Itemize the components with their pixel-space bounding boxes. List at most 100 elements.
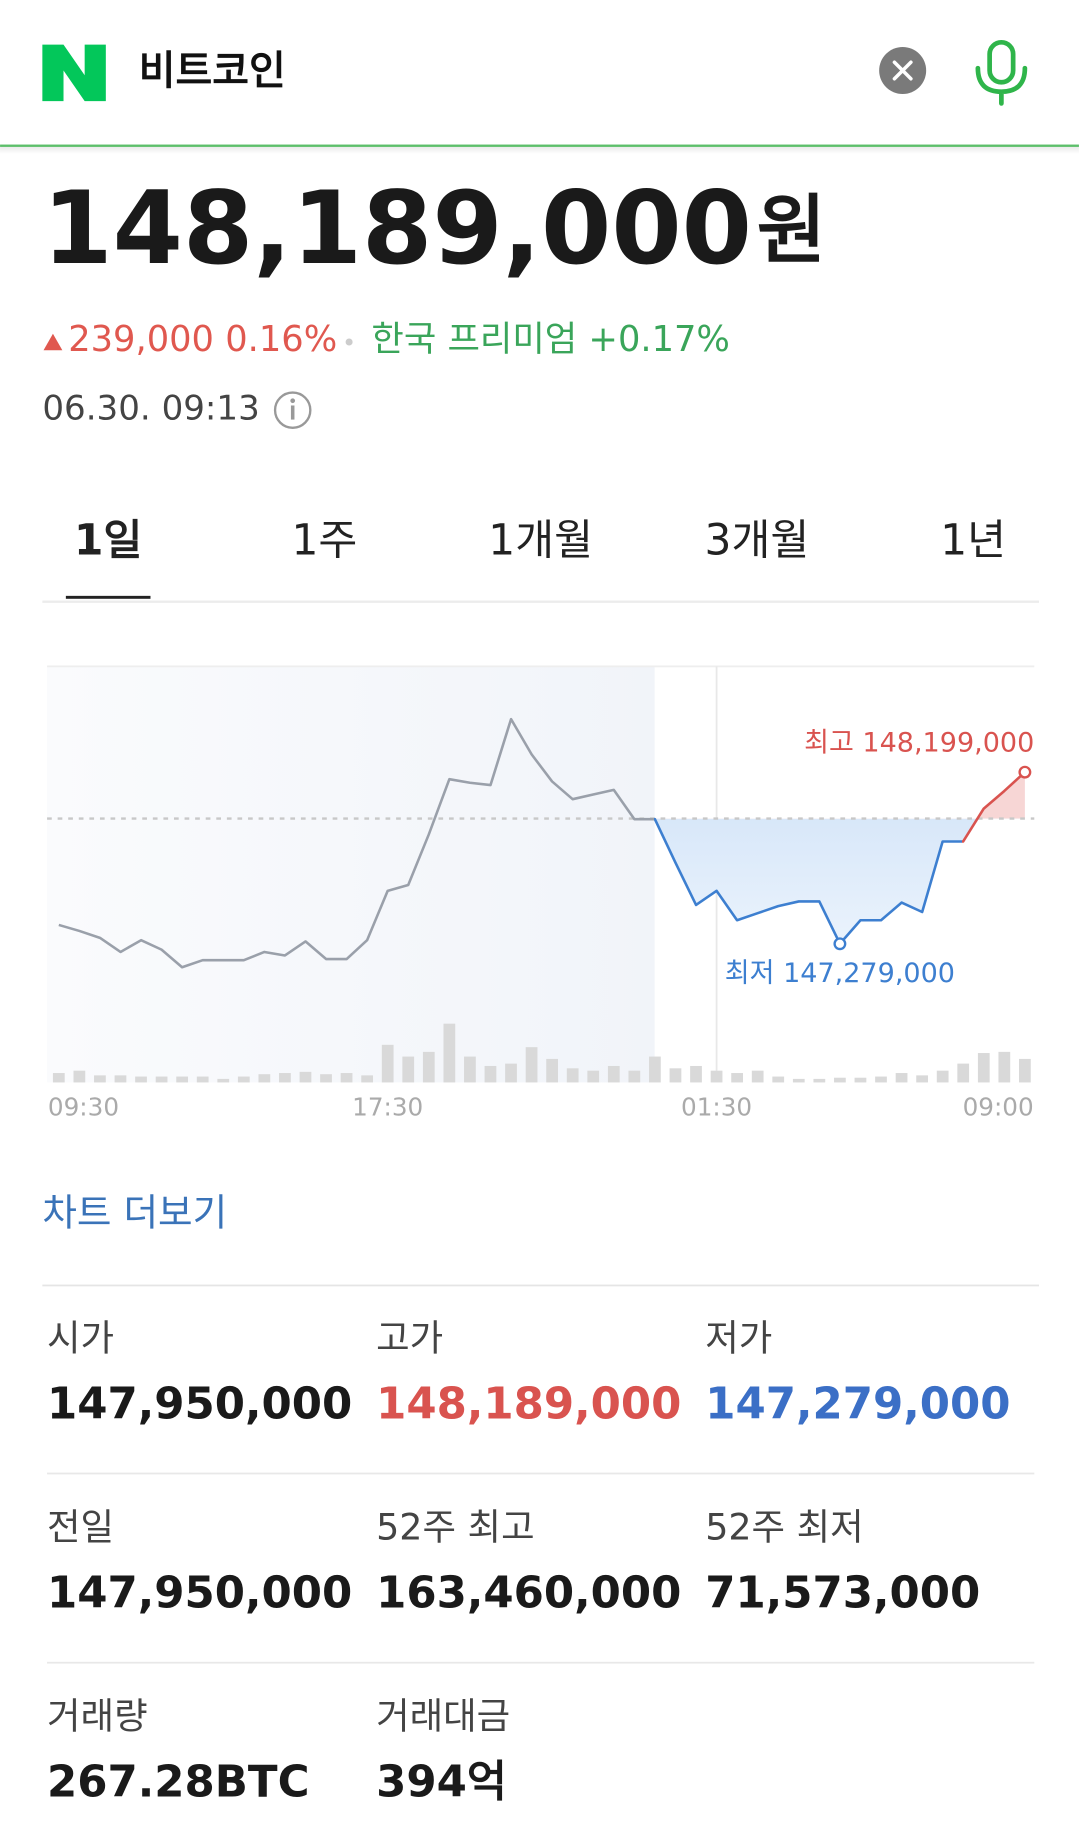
stats-row-divider: [47, 1661, 1035, 1664]
volume-bar: [854, 1077, 867, 1083]
low-marker: [833, 937, 847, 951]
stat-value: 147,279,000: [705, 1379, 1010, 1429]
tabs-divider: [42, 600, 1039, 603]
stats-divider: [42, 1284, 1039, 1287]
x-tick-label: 17:30: [352, 1092, 423, 1121]
volume-bar: [813, 1078, 826, 1083]
chart-more-link[interactable]: 차트 더보기: [42, 1191, 227, 1235]
stat-label: 거래대금: [376, 1695, 510, 1738]
volume-bar: [114, 1075, 127, 1083]
volume-bar: [340, 1073, 353, 1083]
price-line: [58, 717, 1026, 969]
high-marker: [1018, 765, 1032, 779]
stat-label: 고가: [376, 1316, 443, 1359]
volume-bar: [237, 1076, 250, 1083]
stats-grid: 시가 147,950,000 고가 148,189,000 저가 147,279,000 전…: [47, 1316, 1035, 1808]
stat-value: 147,950,000: [47, 1379, 352, 1429]
stat-label: 전일: [47, 1506, 114, 1549]
volume-bar: [443, 1023, 456, 1083]
volume-bar: [731, 1073, 743, 1083]
volume-bar: [977, 1053, 990, 1083]
period-tab[interactable]: 1년: [940, 515, 1006, 564]
change: 239,000 0.16%: [68, 319, 337, 360]
volume-bar: [299, 1071, 312, 1083]
header-border: [0, 144, 1079, 147]
volume-bar: [52, 1073, 65, 1083]
stat-value: 148,189,000: [376, 1379, 681, 1429]
volume-bar: [402, 1056, 415, 1083]
stat-label: 거래량: [47, 1695, 148, 1738]
up-arrow: [43, 333, 63, 351]
volume-bar: [607, 1065, 620, 1083]
volume-bar: [875, 1076, 887, 1083]
price-unit: 원: [757, 186, 826, 274]
volume-bar: [916, 1075, 928, 1083]
volume-bar: [155, 1076, 168, 1083]
volume-bar: [196, 1076, 209, 1083]
stat-value: 267.28BTC: [47, 1758, 309, 1808]
selected-tab-underline: [65, 595, 151, 599]
area-below-baseline: [654, 818, 1025, 944]
volume-bar: [361, 1075, 374, 1083]
change-amount: 239,000: [68, 319, 214, 360]
korea-premium: 한국 프리미엄 +0.17%: [371, 319, 730, 360]
period-tab[interactable]: 3개월: [705, 515, 810, 564]
stat-value: 71,573,000: [705, 1569, 980, 1619]
period-tab[interactable]: 1주: [292, 515, 358, 564]
volume-bar: [587, 1070, 600, 1083]
separator-dot: [345, 338, 353, 346]
x-tick-label: 09:30: [48, 1092, 119, 1121]
period-tab[interactable]: 1개월: [488, 515, 593, 564]
header-shadow: [0, 146, 1079, 154]
volume-bar: [998, 1051, 1011, 1083]
volume-bar: [1019, 1058, 1031, 1083]
low-label: 최저 147,279,000: [725, 958, 955, 989]
volume-bar: [669, 1068, 682, 1083]
stat-value: 163,460,000: [376, 1569, 681, 1619]
price: 148,189,000원: [42, 169, 826, 287]
volume-bar: [320, 1074, 332, 1083]
high-label: 최고 148,199,000: [804, 727, 1034, 758]
volume-bar: [217, 1078, 230, 1083]
price-value: 148,189,000: [42, 169, 752, 287]
stat-value: 147,950,000: [47, 1569, 352, 1619]
clear-button[interactable]: [879, 47, 927, 95]
period-tabs: 1일 1주 1개월 3개월 1년: [65, 515, 1006, 599]
naver-logo[interactable]: [42, 44, 106, 102]
volume-bar: [258, 1074, 271, 1083]
volume-bar: [546, 1058, 559, 1083]
search-query[interactable]: 비트코인: [139, 48, 286, 94]
volume-bar: [94, 1075, 106, 1083]
x-tick-label: 01:30: [681, 1092, 752, 1121]
voice-search-button[interactable]: [975, 39, 1028, 106]
previous-period-shade: [47, 666, 655, 1083]
timestamp: 06.30. 09:13: [42, 389, 259, 429]
volume-bar: [690, 1065, 702, 1083]
volume-bar: [792, 1078, 805, 1083]
volume-bar: [710, 1070, 723, 1083]
volume-bar: [381, 1044, 394, 1083]
stats-row-divider: [47, 1472, 1035, 1475]
x-tick-label: 09:00: [963, 1092, 1034, 1121]
volume-bar: [566, 1068, 579, 1083]
price-chart: 09:30 17:30 01:30 09:00 최고 148,199,000 최저 147…: [47, 665, 1034, 1121]
volume-bar: [895, 1073, 908, 1083]
volume-bar: [484, 1065, 497, 1083]
volume-bar: [73, 1070, 86, 1083]
volume-bar: [649, 1056, 661, 1083]
volume-bar: [135, 1076, 147, 1083]
volume-bar: [957, 1063, 970, 1083]
volume-bar: [628, 1070, 641, 1083]
stat-label: 저가: [705, 1316, 772, 1359]
volume-bar: [936, 1070, 949, 1083]
volume-bar: [422, 1051, 435, 1083]
period-tab[interactable]: 1일: [74, 515, 142, 564]
info-icon[interactable]: [273, 391, 312, 429]
stat-label: 52주 최고: [376, 1506, 534, 1549]
volume-bar: [176, 1076, 189, 1083]
volume-bar: [772, 1076, 785, 1083]
volume-bar: [751, 1070, 764, 1083]
stat-value: 394억: [376, 1758, 507, 1808]
